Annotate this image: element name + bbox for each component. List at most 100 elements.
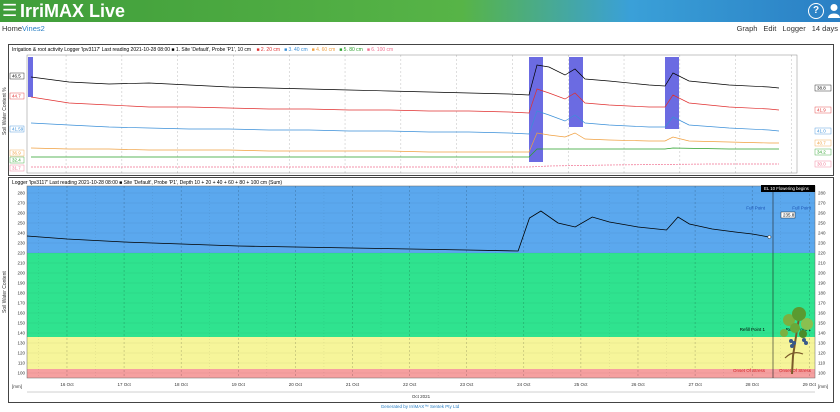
x-tick-label: 22 Oct xyxy=(403,382,417,387)
tag-left-5: 31.7 xyxy=(12,166,21,171)
y-tick-label-right: 170 xyxy=(818,301,826,306)
grapevine-icon xyxy=(780,307,813,375)
tag-left-0: 46.5 xyxy=(12,74,21,79)
line-80cm xyxy=(31,147,779,158)
full-point-label: Full Point xyxy=(746,206,766,211)
x-tick-label: 26 Oct xyxy=(631,382,645,387)
app-brand[interactable]: IrriMAX Live xyxy=(20,1,126,21)
y-tick-label-right: 280 xyxy=(818,191,826,196)
month-label: Oct 2021 xyxy=(412,394,431,399)
y-tick-label-right: 190 xyxy=(818,281,826,286)
y-tick-label: 230 xyxy=(17,241,25,246)
y-tick-label: 270 xyxy=(17,201,25,206)
x-tick-label: 19 Oct xyxy=(232,382,246,387)
sum-end-value: 235.8 xyxy=(783,213,795,218)
tag-right-1: 41.9 xyxy=(817,108,826,113)
y-tick-label: 130 xyxy=(17,341,25,346)
tag-right-5: 30.0 xyxy=(817,162,826,167)
x-tick-label: 20 Oct xyxy=(289,382,303,387)
menu-days[interactable]: 14 days xyxy=(811,24,838,33)
tag-right-0: 38.8 xyxy=(817,86,826,91)
legend-item: ■ 5. 80 cm xyxy=(339,47,363,53)
line-10cm xyxy=(30,64,780,96)
x-tick-label: 24 Oct xyxy=(517,382,531,387)
y-tick-label: 180 xyxy=(17,291,25,296)
tag-left-2: 41.59 xyxy=(12,127,24,132)
user-icon[interactable] xyxy=(828,3,840,19)
top-chart-plot: 46.5 44.7 41.59 36.9 32.4 31.7 38.8 41.9… xyxy=(9,54,832,174)
sum-end-marker xyxy=(766,234,772,240)
x-tick-label: 16 Oct xyxy=(60,382,74,387)
line-20cm xyxy=(30,88,780,114)
footer-credit: Generated by IrriMAX™ Sentek Pty Ltd xyxy=(380,404,460,409)
bottom-chart-header: Logger 'lpv3117' Last reading 2021-10-28… xyxy=(12,180,283,186)
refill-point-label: Refill Point 1 xyxy=(740,327,766,332)
zone-stress xyxy=(27,369,815,378)
y-tick-label: 260 xyxy=(17,211,25,216)
line-100cm xyxy=(31,163,779,168)
x-tick-label: 21 Oct xyxy=(346,382,360,387)
bottom-chart-ylabel: Soil Water Content xyxy=(2,271,8,313)
unit-right: [mm] xyxy=(818,384,828,389)
top-chart-header-text: Irrigation & root activity Logger 'lpv31… xyxy=(12,47,252,53)
irrigation-events xyxy=(28,57,679,162)
zone-refill xyxy=(27,337,815,369)
bottom-chart-panel: Logger 'lpv3117' Last reading 2021-10-28… xyxy=(2,177,834,403)
legend-item: ■ 6. 100 cm xyxy=(366,47,394,53)
tag-right-4: 34.2 xyxy=(817,150,826,155)
y-tick-label: 140 xyxy=(17,331,25,336)
y-tick-label-right: 210 xyxy=(818,261,826,266)
y-tick-label-right: 270 xyxy=(818,201,826,206)
legend-item: ■ 2. 20 cm xyxy=(256,47,281,53)
tag-right-2: 41.0 xyxy=(817,129,826,134)
menu-logger[interactable]: Logger xyxy=(782,24,806,33)
y-tick-label-right: 120 xyxy=(818,351,826,356)
y-tick-label: 170 xyxy=(17,301,25,306)
bottom-chart-plot: 100 110 120 130 140 150 160 170 180 190 200 210 220 2… xyxy=(12,185,828,399)
y-tick-label: 240 xyxy=(17,231,25,236)
y-tick-label-right: 200 xyxy=(818,271,826,276)
y-tick-label: 100 xyxy=(17,371,25,376)
onset-stress-label: Onset Of Stress xyxy=(733,368,766,373)
x-tick-label: 18 Oct xyxy=(175,382,189,387)
y-tick-label-right: 260 xyxy=(818,211,826,216)
x-tick-label: 25 Oct xyxy=(574,382,588,387)
y-tick-label-right: 160 xyxy=(818,311,826,316)
legend-item: ■ 4. 60 cm xyxy=(311,47,336,53)
growth-stage-callout-box xyxy=(761,185,815,192)
y-tick-label: 200 xyxy=(17,271,25,276)
zone-good xyxy=(27,253,815,337)
y-tick-label: 160 xyxy=(17,311,25,316)
y-tick-label-right: 230 xyxy=(818,241,826,246)
x-tick-label: 27 Oct xyxy=(688,382,702,387)
y-tick-label-right: 150 xyxy=(818,321,826,326)
x-tick-label: 23 Oct xyxy=(460,382,474,387)
app-header-bar: ☰ IrriMAX Live ? xyxy=(0,0,840,22)
top-chart-header: Irrigation & root activity Logger 'lpv31… xyxy=(12,47,393,53)
breadcrumb-vines2[interactable]: Vines2 xyxy=(22,24,45,33)
y-tick-label: 120 xyxy=(17,351,25,356)
menu-edit[interactable]: Edit xyxy=(763,24,777,33)
y-tick-label: 220 xyxy=(17,251,25,256)
y-tick-label-right: 250 xyxy=(818,221,826,226)
tag-left-1: 44.7 xyxy=(12,94,21,99)
line-60cm xyxy=(30,132,779,153)
y-tick-label-right: 180 xyxy=(818,291,826,296)
help-icon[interactable]: ? xyxy=(808,3,824,19)
x-tick-label: 29 Oct xyxy=(803,382,817,387)
top-chart-panel: Irrigation & root activity Logger 'lpv31… xyxy=(2,44,834,176)
y-tick-label-right: 140 xyxy=(818,331,826,336)
y-tick-label: 150 xyxy=(17,321,25,326)
menu-graph[interactable]: Graph xyxy=(736,24,758,33)
y-tick-label: 110 xyxy=(18,361,26,366)
tag-left-4: 32.4 xyxy=(12,158,21,163)
full-point-label-right: Full Point xyxy=(792,206,812,211)
home-link[interactable]: Home xyxy=(2,24,23,33)
legend-item: ■ 3. 40 cm xyxy=(284,47,308,53)
zone-full xyxy=(27,186,815,253)
y-tick-label: 250 xyxy=(17,221,25,226)
menu-icon[interactable]: ☰ xyxy=(2,1,18,20)
y-tick-label: 190 xyxy=(17,281,25,286)
line-40cm xyxy=(30,110,780,135)
tag-right-3: 40.7 xyxy=(817,141,826,146)
